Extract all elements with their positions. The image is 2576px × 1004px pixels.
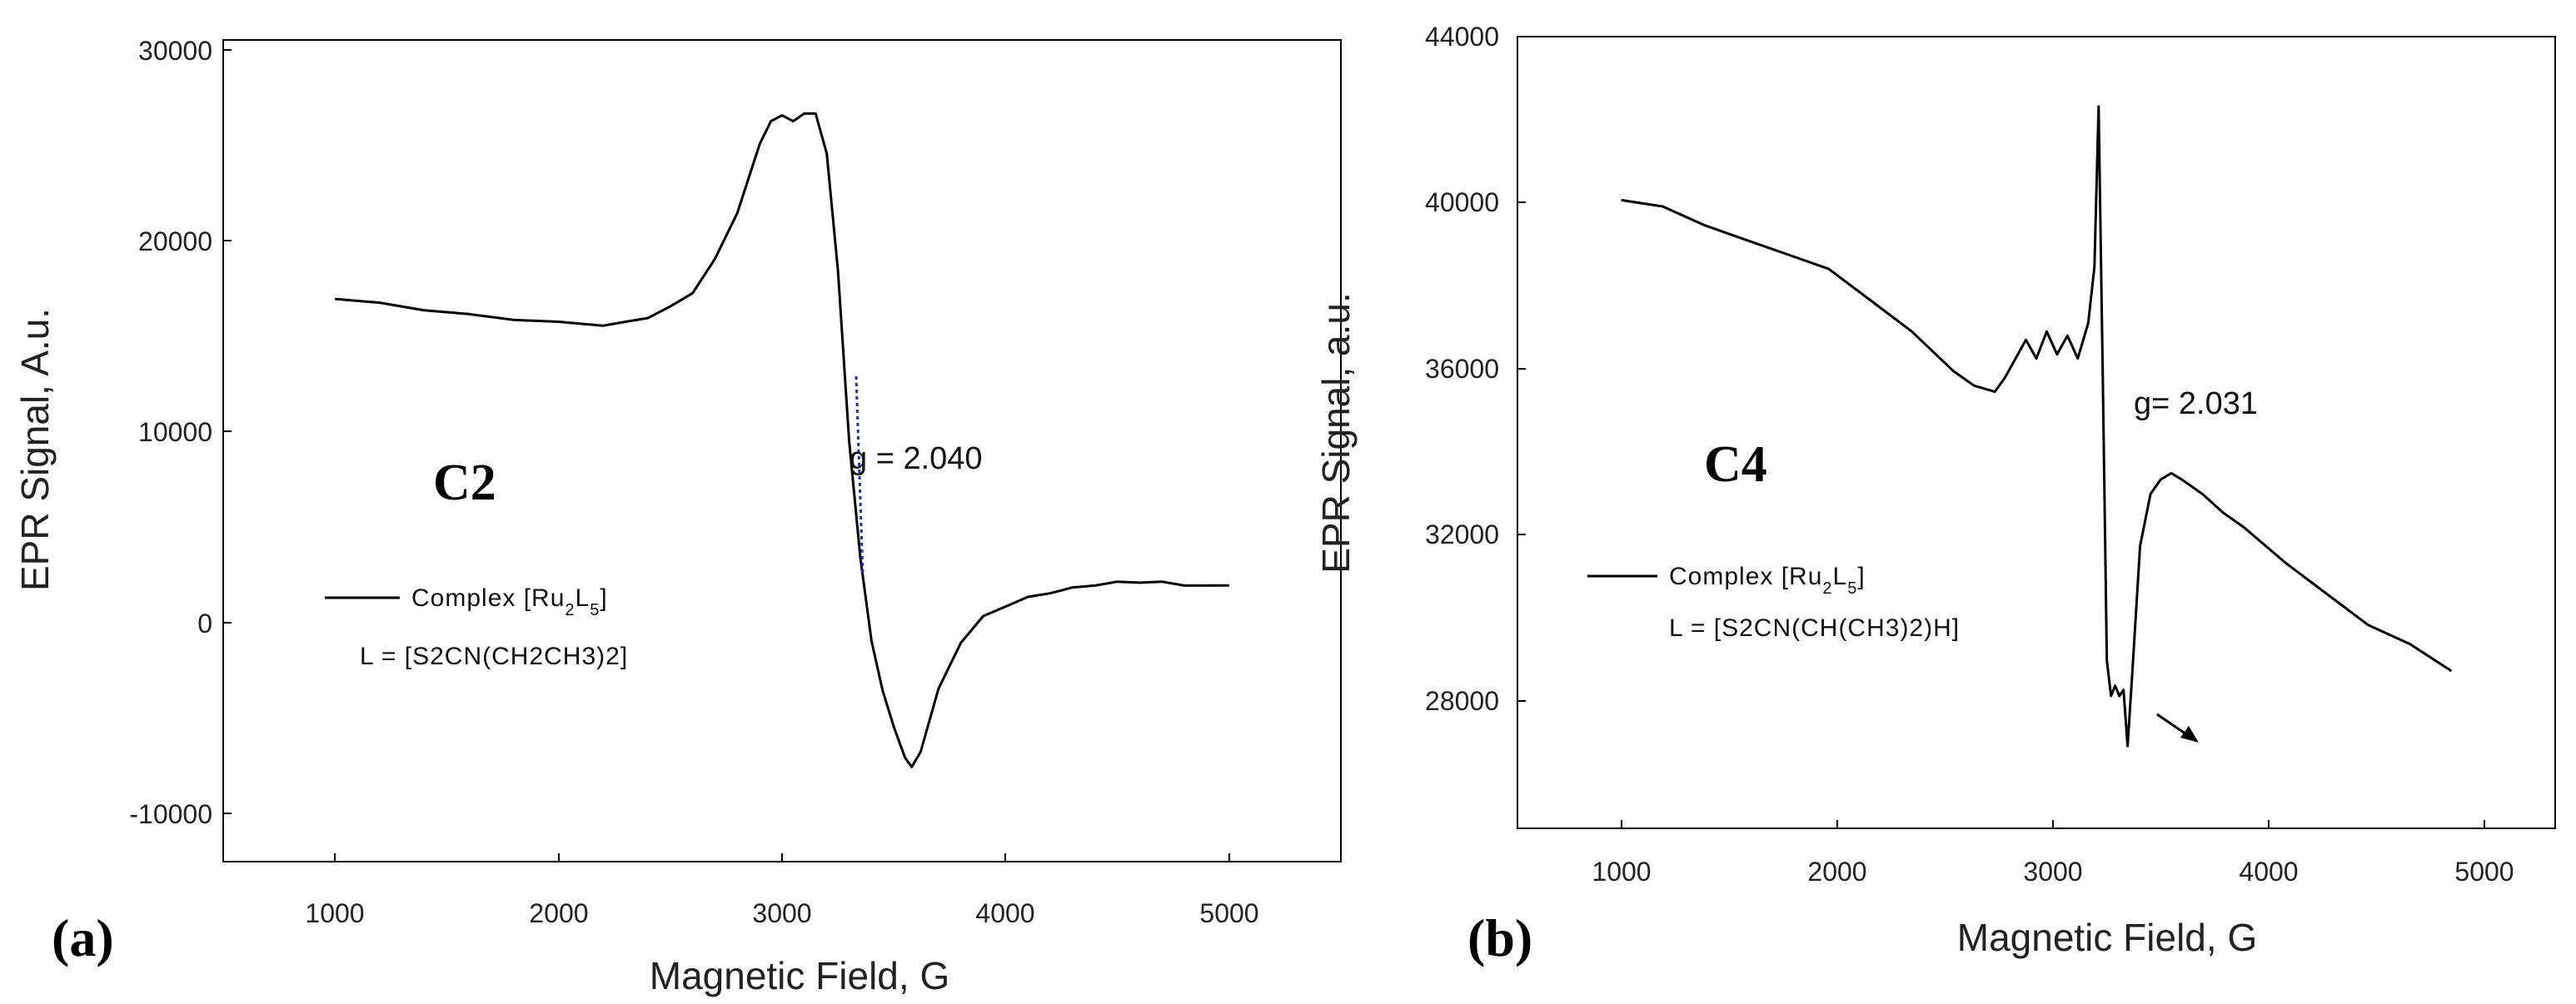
y-ticks-a: -10000 0 10000 20000 30000 <box>129 36 232 829</box>
g-value-annotation-a: g = 2.040 <box>850 441 983 476</box>
y-tick-label: 44000 <box>1425 22 1499 52</box>
panel-b: 1000 2000 3000 4000 5000 28000 32000 360… <box>1314 22 2556 967</box>
x-tick-label: 2000 <box>1807 857 1866 887</box>
x-tick-label: 5000 <box>1199 898 1258 928</box>
x-tick-label: 3000 <box>752 898 811 928</box>
x-tick-label: 3000 <box>2023 857 2082 887</box>
panel-a: 1000 2000 3000 4000 5000 -10000 0 10000 … <box>13 36 1342 997</box>
legend-entry-a: Complex [Ru2L5] <box>411 584 608 619</box>
epr-curve-b <box>1621 105 2453 748</box>
y-axis-title-a: EPR Signal, A.u. <box>13 308 57 591</box>
arrow-b <box>2156 713 2199 743</box>
legend-ligand-a: L = [S2CN(CH2CH3)2] <box>360 643 628 670</box>
x-ticks-a: 1000 2000 3000 4000 5000 <box>305 853 1259 928</box>
y-tick-label: 40000 <box>1425 187 1499 217</box>
complex-tag-b: C4 <box>1704 436 1767 493</box>
y-tick-label: 10000 <box>138 417 212 447</box>
y-axis-title-b: EPR Signal, a.u. <box>1314 292 1358 574</box>
x-axis-title-a: Magnetic Field, G <box>650 954 949 997</box>
x-tick-label: 2000 <box>529 898 588 928</box>
panel-label-b: (b) <box>1467 908 1532 967</box>
epr-curve-a <box>335 112 1229 768</box>
y-tick-label: 20000 <box>138 226 212 256</box>
panel-label-a: (a) <box>52 908 114 967</box>
x-tick-label: 4000 <box>975 898 1034 928</box>
legend-ligand-b: L = [S2CN(CH(CH3)2)H] <box>1669 614 1960 642</box>
arrow-shaft-b <box>2156 713 2190 738</box>
arrow-head-b <box>2180 726 2199 743</box>
y-tick-label: 36000 <box>1425 354 1499 384</box>
complex-tag-a: C2 <box>433 455 496 511</box>
plot-frame-b <box>1517 36 2556 829</box>
x-tick-label: 1000 <box>1592 857 1651 887</box>
y-tick-label: -10000 <box>129 799 212 829</box>
legend-entry-b: Complex [Ru2L5] <box>1669 563 1866 598</box>
y-tick-label: 30000 <box>138 36 212 66</box>
g-value-annotation-b: g= 2.031 <box>2134 386 2258 421</box>
x-tick-label: 1000 <box>305 898 364 928</box>
plot-frame-a <box>222 39 1342 862</box>
x-axis-title-b: Magnetic Field, G <box>1957 916 2257 959</box>
legend-a: Complex [Ru2L5] L = [S2CN(CH2CH3)2] <box>325 584 628 670</box>
y-ticks-b: 28000 32000 36000 40000 44000 <box>1425 22 1526 716</box>
x-tick-label: 5000 <box>2454 857 2514 887</box>
x-tick-label: 4000 <box>2239 857 2298 887</box>
x-ticks-b: 1000 2000 3000 4000 5000 <box>1592 820 2514 887</box>
y-tick-label: 28000 <box>1425 686 1499 716</box>
legend-b: Complex [Ru2L5] L = [S2CN(CH(CH3)2)H] <box>1587 563 1960 642</box>
y-tick-label: 0 <box>197 609 212 639</box>
y-tick-label: 32000 <box>1425 519 1499 549</box>
